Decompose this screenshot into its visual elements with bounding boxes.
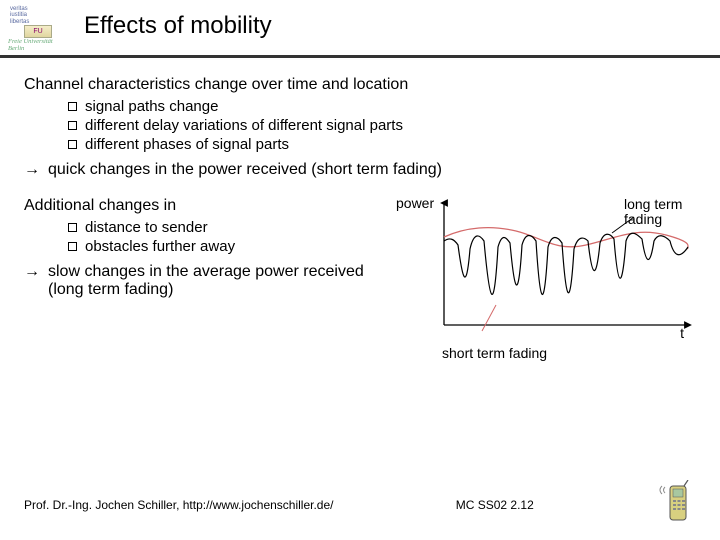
channel-heading: Channel characteristics change over time… xyxy=(24,76,696,94)
slow-changes-row: → slow changes in the average power rece… xyxy=(24,263,388,299)
bullet-box-icon xyxy=(68,102,77,111)
short-term-curve xyxy=(444,233,688,294)
seal-icon: FU xyxy=(24,25,52,38)
channel-sublist: signal paths change different delay vari… xyxy=(68,98,696,153)
list-item: obstacles further away xyxy=(68,238,388,255)
list-item-label: distance to sender xyxy=(85,219,208,236)
fading-chart: power long term fading t s xyxy=(396,191,696,361)
university-logo: veritas iustitia libertas FU Freie Unive… xyxy=(8,6,68,52)
quick-changes-row: → quick changes in the power received (s… xyxy=(24,161,696,179)
x-axis-label: t xyxy=(680,325,684,341)
bullet-box-icon xyxy=(68,242,77,251)
long-term-curve xyxy=(444,228,688,249)
fading-svg xyxy=(436,197,696,337)
footer-left: Prof. Dr.-Ing. Jochen Schiller, http://w… xyxy=(24,498,333,512)
list-item: different phases of signal parts xyxy=(68,136,696,153)
slide-body: Channel characteristics change over time… xyxy=(0,58,720,361)
mobile-phone-icon xyxy=(656,480,696,530)
slide-title: Effects of mobility xyxy=(78,6,272,40)
short-term-fading-label: short term fading xyxy=(442,345,547,361)
quick-changes-text: quick changes in the power received (sho… xyxy=(48,161,442,179)
footer-right: MC SS02 2.12 xyxy=(456,498,534,512)
list-item: different delay variations of different … xyxy=(68,117,696,134)
arrow-icon: → xyxy=(24,161,40,179)
additional-sublist: distance to sender obstacles further awa… xyxy=(68,219,388,255)
list-item-label: obstacles further away xyxy=(85,238,235,255)
bullet-box-icon xyxy=(68,223,77,232)
bullet-box-icon xyxy=(68,121,77,130)
stf-pointer-line xyxy=(482,305,496,331)
logo-motto: veritas iustitia libertas xyxy=(8,6,68,25)
slow-changes-text: slow changes in the average power receiv… xyxy=(48,263,368,299)
additional-heading: Additional changes in xyxy=(24,197,388,215)
list-item-label: different phases of signal parts xyxy=(85,136,289,153)
arrow-icon: → xyxy=(24,263,40,281)
logo-subtitle: Freie Universität Berlin xyxy=(8,38,68,52)
list-item-label: different delay variations of different … xyxy=(85,117,403,134)
ltf-pointer-line xyxy=(612,217,634,233)
bullet-box-icon xyxy=(68,140,77,149)
list-item: distance to sender xyxy=(68,219,388,236)
slide-footer: Prof. Dr.-Ing. Jochen Schiller, http://w… xyxy=(0,480,720,530)
list-item-label: signal paths change xyxy=(85,98,218,115)
slide-header: veritas iustitia libertas FU Freie Unive… xyxy=(0,0,720,58)
y-axis-label: power xyxy=(396,195,434,211)
list-item: signal paths change xyxy=(68,98,696,115)
